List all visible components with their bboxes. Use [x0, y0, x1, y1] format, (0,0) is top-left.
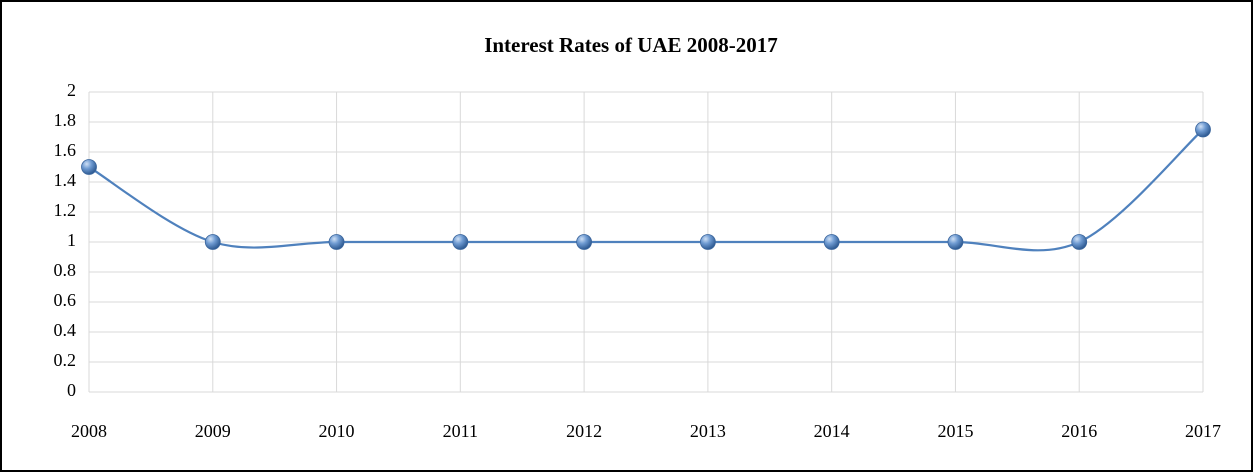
- point-marker: [1071, 234, 1088, 250]
- point-marker: [947, 234, 964, 250]
- x-tick-label: 2009: [195, 421, 231, 441]
- point-marker: [699, 234, 716, 250]
- x-tick-label: 2016: [1061, 421, 1097, 441]
- x-tick-label: 2012: [566, 421, 602, 441]
- y-tick-label: 0.8: [54, 260, 77, 280]
- x-tick-label: 2010: [319, 421, 355, 441]
- y-tick-label: 0.2: [54, 350, 77, 370]
- point-marker: [823, 234, 840, 250]
- y-tick-label: 1.4: [54, 170, 77, 190]
- point-marker: [576, 234, 593, 250]
- y-tick-label: 0: [67, 380, 76, 400]
- y-tick-label: 1: [67, 230, 76, 250]
- series-line: [88, 128, 1204, 252]
- x-tick-label: 2017: [1185, 421, 1221, 441]
- point-marker: [1195, 121, 1211, 138]
- point-marker: [328, 234, 345, 250]
- point-marker: [81, 159, 97, 175]
- chart-title: Interest Rates of UAE 2008-2017: [484, 33, 778, 57]
- x-tick-label: 2013: [690, 421, 726, 441]
- y-tick-label: 1.8: [54, 110, 77, 130]
- x-tick-label: 2015: [937, 421, 973, 441]
- y-tick-label: 1.6: [54, 140, 77, 160]
- y-tick-label: 0.6: [54, 290, 77, 310]
- y-tick-label: 2: [67, 80, 76, 100]
- x-tick-label: 2008: [71, 421, 107, 441]
- point-marker: [452, 234, 469, 250]
- y-tick-label: 0.4: [54, 320, 77, 340]
- point-marker: [204, 234, 221, 250]
- x-tick-label: 2014: [814, 421, 850, 441]
- x-tick-label: 2011: [443, 421, 478, 441]
- y-tick-label: 1.2: [54, 200, 77, 220]
